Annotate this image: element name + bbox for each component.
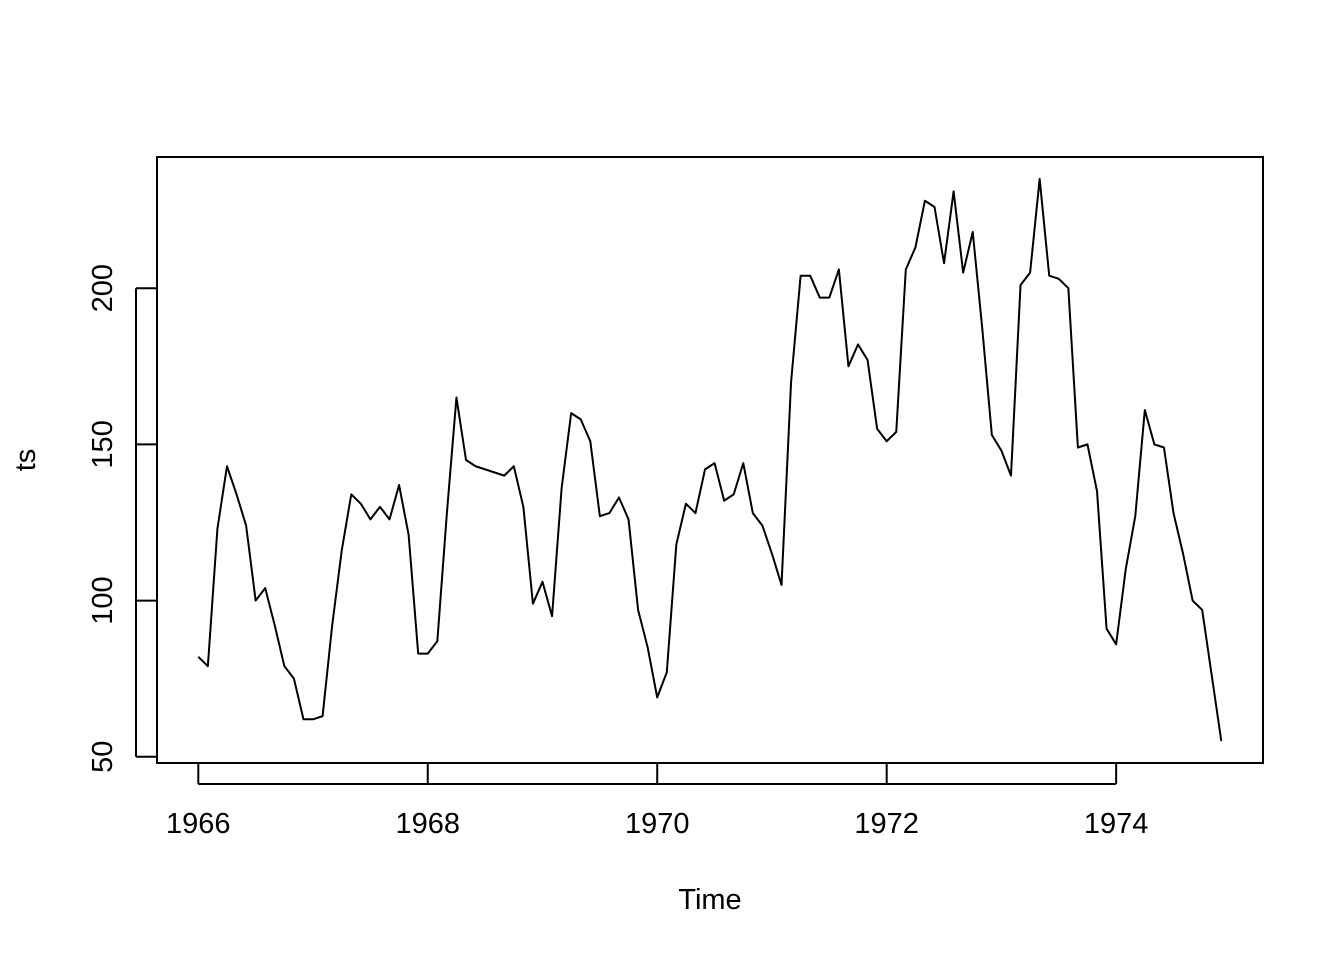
y-tick-label: 100: [87, 576, 119, 624]
series-layer: [197, 177, 1223, 742]
x-tick-label: 1972: [854, 808, 919, 840]
series-line: [197, 177, 1223, 742]
y-tick-label: 200: [87, 264, 119, 312]
x-axis: 1966 1968 1970 1972 1974: [166, 764, 1148, 840]
y-tick-label: 150: [87, 420, 119, 468]
y-tick-label: 50: [87, 741, 119, 773]
x-tick-label: 1970: [625, 808, 690, 840]
x-tick-label: 1966: [166, 808, 231, 840]
x-tick-label: 1968: [396, 808, 461, 840]
x-axis-label: Time: [678, 884, 741, 916]
plot-frame: [156, 156, 1264, 764]
y-axis-label: ts: [10, 449, 42, 472]
x-tick-label: 1974: [1084, 808, 1149, 840]
y-axis: 50 100 150 200: [87, 264, 156, 773]
